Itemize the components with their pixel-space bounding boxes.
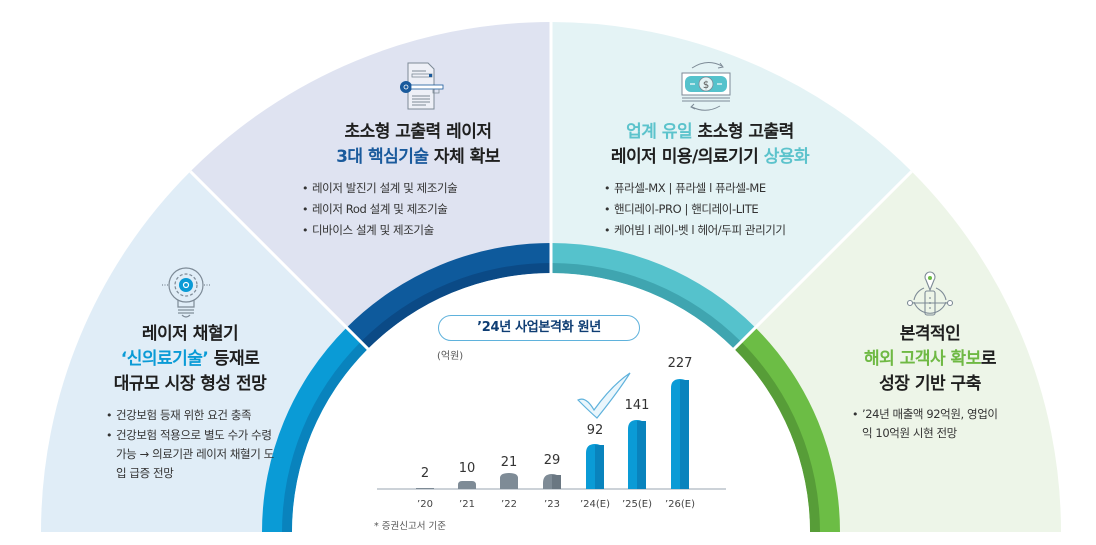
x-tick-label: ’26(E) xyxy=(664,499,696,510)
lightbulb-gear-icon xyxy=(162,267,210,318)
bar-value-label: 21 xyxy=(500,455,518,470)
bullet-item: 디바이스 설계 및 제조기술 xyxy=(302,220,518,241)
sector-2-title: 초소형 고출력 레이저 3대 핵심기술 자체 확보 xyxy=(336,122,500,167)
chart-source-note: * 증권신고서 기준 xyxy=(374,521,446,532)
sector-4-title-highlight: 해외 고객사 확보 xyxy=(864,349,981,369)
sector-3-title-highlight-2: 상용화 xyxy=(763,147,810,167)
ring-segment-1-inner xyxy=(282,341,368,532)
svg-text:$: $ xyxy=(703,80,709,91)
sector-4-title: 본격적인 해외 고객사 확보로 성장 기반 구축 xyxy=(864,324,996,394)
sector-3-title: 업계 유일 초소형 고출력 레이저 미용/의료기기 상용화 xyxy=(610,122,810,167)
x-tick-label: ’20 xyxy=(417,499,433,510)
x-tick-label: ’21 xyxy=(459,499,475,510)
bullet-item: 레이저 발진기 설계 및 제조기술 xyxy=(302,178,518,199)
bullet-item: 건강보험 등재 위한 요건 충족 xyxy=(106,405,278,426)
sector-1-title-highlight: ‘신의료기술’ xyxy=(120,349,209,369)
bullet-item: 건강보험 적용으로 별도 수가 수령 가능 → 의료기관 레이저 채혈기 도입 … xyxy=(106,426,278,483)
bar-21 xyxy=(458,481,476,489)
bar-20 xyxy=(416,488,434,489)
bar-value-label: 2 xyxy=(420,466,430,481)
chart-unit-label: (억원) xyxy=(437,351,464,362)
x-tick-label: ’25(E) xyxy=(621,499,653,510)
ring-segment-3-inner xyxy=(551,263,742,349)
bar-value-label: 92 xyxy=(586,423,604,438)
bar-value-label: 227 xyxy=(667,356,693,371)
sector-2-title-highlight: 3대 핵심기술 xyxy=(336,147,429,167)
x-tick-label: ’23 xyxy=(544,499,560,510)
checkmark-icon xyxy=(576,372,631,419)
bullet-item: 케어빔 l 레이-벳 l 헤어/두피 관리기기 xyxy=(604,220,830,241)
sector-2-content: 초소형 고출력 레이저 3대 핵심기술 자체 확보 레이저 발진기 설계 및 제… xyxy=(302,120,518,241)
bullet-item: 퓨라셀-MX | 퓨라셀 l 퓨라셀-ME xyxy=(604,178,830,199)
bullet-item: ’24년 매출액 92억원, 영업이익 10억원 시현 전망 xyxy=(852,405,1002,443)
sector-1-bullets: 건강보험 등재 위한 요건 충족 건강보험 적용으로 별도 수가 수령 가능 →… xyxy=(106,405,278,483)
bar-value-label: 141 xyxy=(624,398,650,413)
bullet-item: 핸디레이-PRO | 핸디레이-LITE xyxy=(604,199,830,220)
money-exchange-icon: $ xyxy=(681,62,731,111)
sector-1-title: 레이저 채혈기 ‘신의료기술’ 등재로 대규모 시장 형성 전망 xyxy=(113,324,267,394)
globe-location-icon xyxy=(906,271,954,316)
document-key-icon xyxy=(400,62,444,110)
sector-3-title-highlight-1: 업계 유일 xyxy=(626,122,693,142)
x-tick-label: ’24(E) xyxy=(579,499,611,510)
sector-3-content: 업계 유일 초소형 고출력 레이저 미용/의료기기 상용화 퓨라셀-MX | 퓨… xyxy=(590,120,830,241)
sector-2-bullets: 레이저 발진기 설계 및 제조기술 레이저 Rod 설계 및 제조기술 디바이스… xyxy=(302,178,518,241)
sector-4-bullets: ’24년 매출액 92억원, 영업이익 10억원 시현 전망 xyxy=(852,405,1002,443)
ring-segment-4-inner xyxy=(734,341,820,532)
sector-4-content: 본격적인 해외 고객사 확보로 성장 기반 구축 ’24년 매출액 92억원, … xyxy=(840,322,1020,443)
bar-value-label: 29 xyxy=(543,453,561,468)
ring-segment-2-inner xyxy=(360,263,551,349)
chart-title-pill: ’24년 사업본격화 원년 xyxy=(438,315,640,341)
bar-chart xyxy=(416,379,689,489)
bar-22 xyxy=(500,473,518,489)
bar-value-label: 10 xyxy=(458,461,476,476)
x-tick-label: ’22 xyxy=(501,499,517,510)
bullet-item: 레이저 Rod 설계 및 제조기술 xyxy=(302,199,518,220)
sector-3-bullets: 퓨라셀-MX | 퓨라셀 l 퓨라셀-ME 핸디레이-PRO | 핸디레이-LI… xyxy=(604,178,830,241)
sector-1-content: 레이저 채혈기 ‘신의료기술’ 등재로 대규모 시장 형성 전망 건강보험 등재… xyxy=(100,322,280,483)
